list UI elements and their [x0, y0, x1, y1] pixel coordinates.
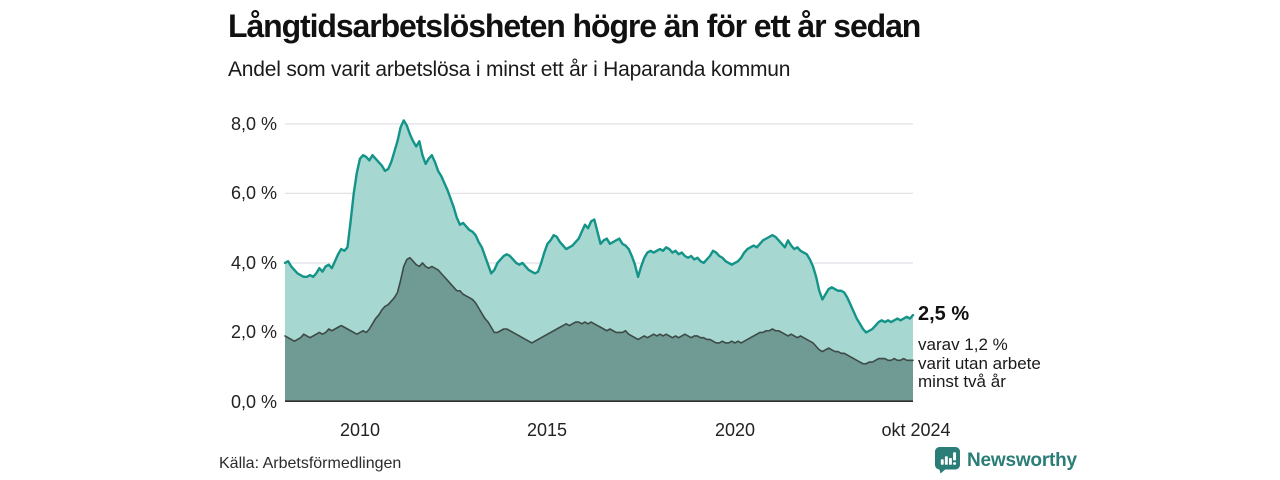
- x-tick-label: 2010: [339, 420, 381, 440]
- page-subtitle: Andel som varit arbetslösa i minst ett å…: [228, 58, 791, 81]
- annotation-detail: varav 1,2 % varit utan arbete minst två …: [918, 335, 1041, 392]
- x-tick-label: okt 2024: [881, 420, 951, 440]
- line-min-two-years: [284, 256, 914, 365]
- x-tick-label: 2020: [714, 420, 756, 440]
- y-tick-label: 8,0 %: [230, 114, 277, 134]
- y-tick-label: 2,0 %: [230, 322, 277, 342]
- y-tick-label: 4,0 %: [230, 253, 277, 273]
- bar-chart-bubble-icon: [935, 447, 960, 474]
- source-text: Källa: Arbetsförmedlingen: [219, 455, 402, 472]
- newsworthy-logo-text: Newsworthy: [967, 449, 1077, 471]
- annotation-detail-line: varit utan arbete: [918, 353, 1041, 373]
- annotation-detail-line: varav 1,2 %: [918, 335, 1008, 354]
- page-title: Långtidsarbetslösheten högre än för ett …: [228, 8, 921, 44]
- unemployment-area-chart: [283, 119, 915, 403]
- y-tick-label: 6,0 %: [230, 183, 277, 203]
- newsworthy-logo: Newsworthy: [935, 447, 1077, 474]
- line-min-one-year: [283, 119, 915, 334]
- annotation-latest-value: 2,5 %: [918, 303, 970, 325]
- annotation-detail-line: minst två år: [918, 372, 1006, 392]
- area-min-two-years: [285, 257, 913, 402]
- x-tick-label: 2015: [526, 420, 568, 440]
- y-tick-label: 0,0 %: [230, 392, 277, 412]
